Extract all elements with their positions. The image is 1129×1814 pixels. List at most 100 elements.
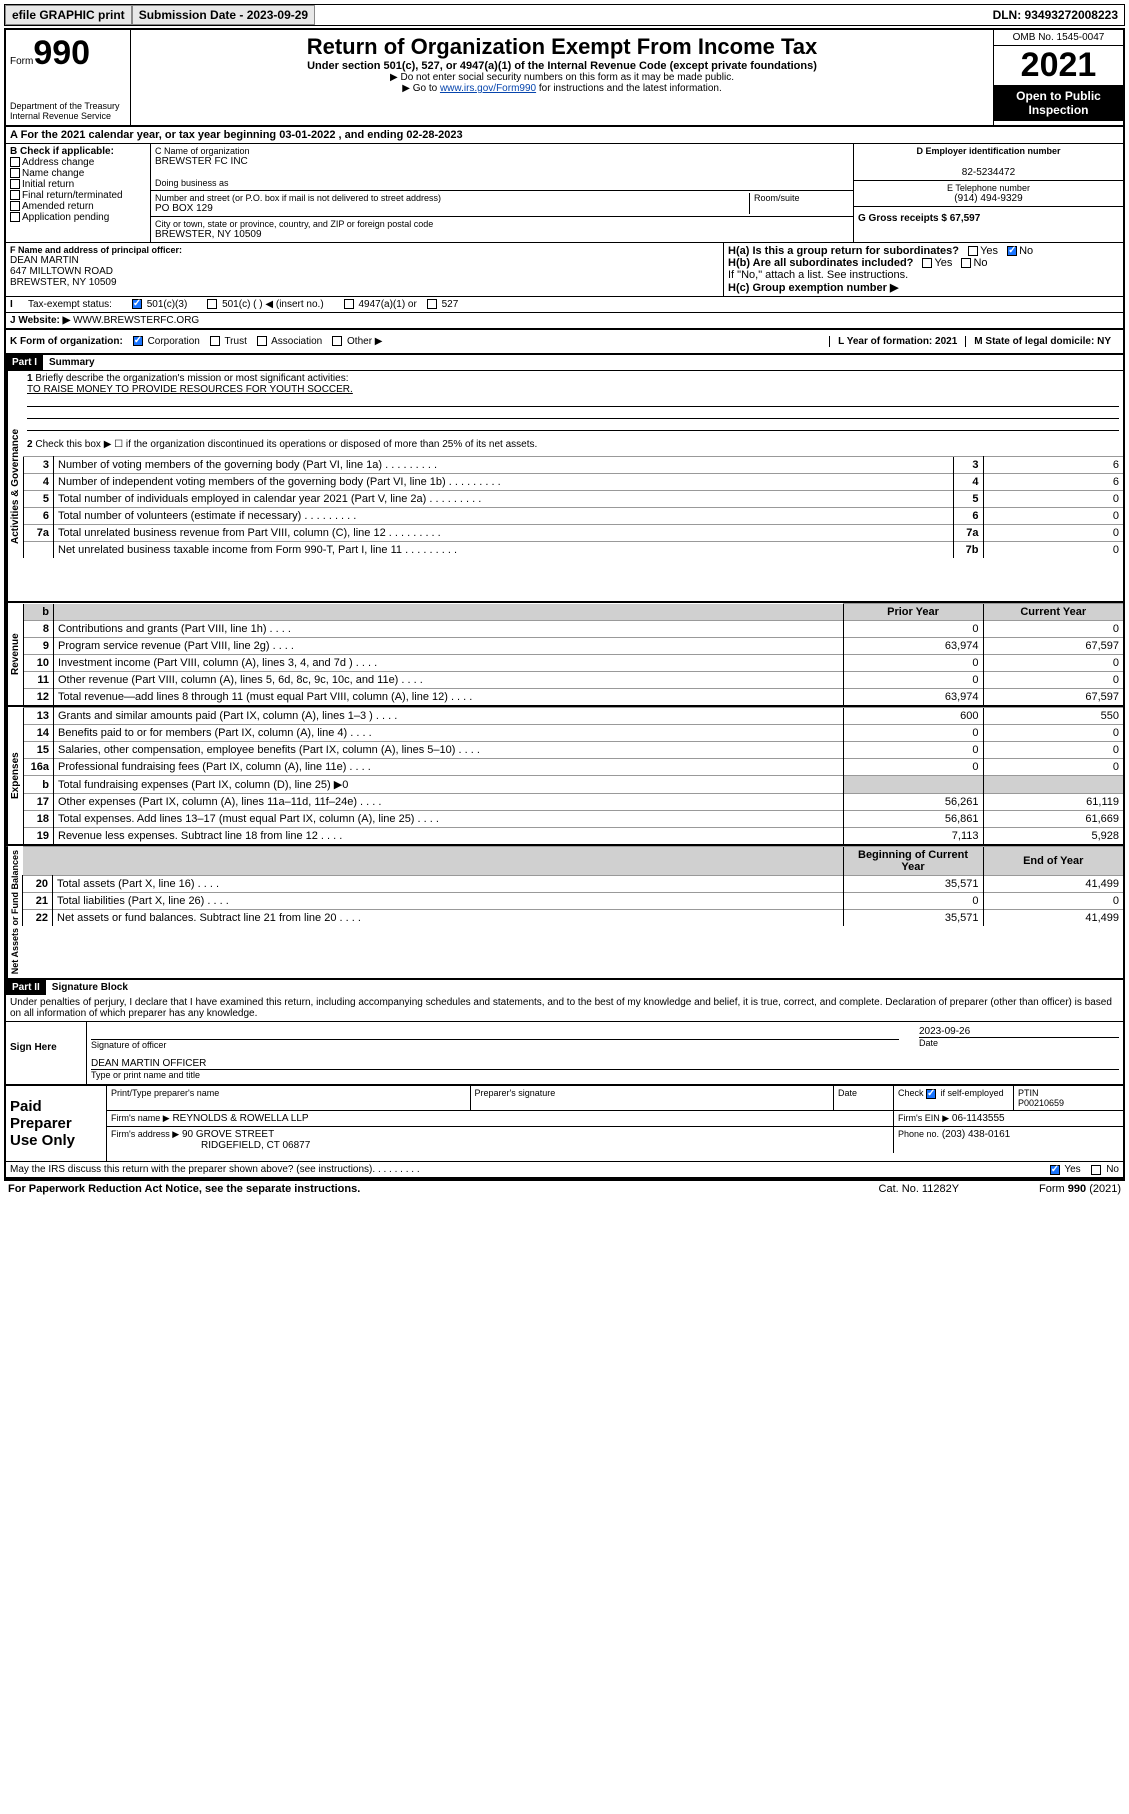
sidebar-netassets: Net Assets or Fund Balances [6,846,22,978]
table-row: 22Net assets or fund balances. Subtract … [23,910,1124,927]
table-row: bTotal fundraising expenses (Part IX, co… [24,776,1124,794]
table-row: 5Total number of individuals employed in… [24,491,1124,508]
corp-checkbox[interactable] [133,336,143,346]
submission-date-label: Submission Date - 2023-09-29 [132,5,315,25]
501c-checkbox[interactable] [207,299,217,309]
f-label: F Name and address of principal officer: [10,245,719,255]
assoc-checkbox[interactable] [257,336,267,346]
declaration-text: Under penalties of perjury, I declare th… [6,995,1123,1021]
sign-here-block: Sign Here Signature of officer 2023-09-2… [6,1021,1123,1084]
part2-label: Part II [6,980,46,995]
open-public-label: Open to Public Inspection [994,85,1123,121]
phone-value: (914) 494-9329 [858,193,1119,204]
firm-phone: (203) 438-0161 [942,1129,1010,1140]
table-row: 14Benefits paid to or for members (Part … [24,725,1124,742]
addr-change-checkbox[interactable] [10,157,20,167]
opt-addr-change: Address change [22,157,94,168]
4947-checkbox[interactable] [344,299,354,309]
part1-header: Part I Summary [6,353,1123,370]
discuss-yes: Yes [1064,1164,1080,1175]
officer-street: 647 MILLTOWN ROAD [10,266,719,277]
instr2-pre: ▶ Go to [402,83,440,94]
initial-return-checkbox[interactable] [10,179,20,189]
section-f-h: F Name and address of principal officer:… [6,242,1123,296]
room-label: Room/suite [749,193,849,214]
top-toolbar: efile GRAPHIC print Submission Date - 20… [4,4,1125,26]
dba-label: Doing business as [155,178,849,188]
ptin-value: P00210659 [1018,1098,1119,1108]
website-value: WWW.BREWSTERFC.ORG [73,315,199,326]
527-checkbox[interactable] [427,299,437,309]
opt-501c3: 501(c)(3) [147,299,188,310]
prep-date-label: Date [833,1086,893,1110]
tax-period: A For the 2021 calendar year, or tax yea… [6,126,1123,143]
discuss-yes-checkbox[interactable] [1050,1165,1060,1175]
org-city: BREWSTER, NY 10509 [155,229,849,240]
discuss-row: May the IRS discuss this return with the… [6,1161,1123,1177]
firm-name: REYNOLDS & ROWELLA LLP [172,1113,308,1124]
part1-label: Part I [6,355,43,370]
sidebar-governance: Activities & Governance [6,371,23,601]
ha-no-checkbox[interactable] [1007,246,1017,256]
expenses-table: 13Grants and similar amounts paid (Part … [23,707,1123,844]
opt-corp: Corporation [148,336,200,347]
revenue-block: Revenue b Prior Year Current Year 8Contr… [6,601,1123,705]
officer-city: BREWSTER, NY 10509 [10,277,719,288]
discuss-no-checkbox[interactable] [1091,1165,1101,1175]
m-state: M State of legal domicile: NY [965,336,1119,347]
efile-print-button[interactable]: efile GRAPHIC print [5,5,132,25]
firm-ein-label: Firm's EIN ▶ [898,1113,949,1123]
line2-text: Check this box ▶ ☐ if the organization d… [35,439,537,450]
ha-no: No [1019,245,1033,257]
name-change-checkbox[interactable] [10,168,20,178]
j-label: Website: ▶ [18,315,70,326]
final-return-checkbox[interactable] [10,190,20,200]
hb-no-checkbox[interactable] [961,258,971,268]
table-row: 21Total liabilities (Part X, line 26)00 [23,893,1124,910]
table-row: 20Total assets (Part X, line 16)35,57141… [23,876,1124,893]
addr-label: Number and street (or P.O. box if mail i… [155,193,749,203]
table-row: 3Number of voting members of the governi… [24,457,1124,474]
part1-title: Summary [43,357,95,368]
table-row: 19Revenue less expenses. Subtract line 1… [24,828,1124,845]
col-prior: Prior Year [843,604,983,621]
table-row: 17Other expenses (Part IX, column (A), l… [24,794,1124,811]
opt-initial: Initial return [22,179,74,190]
i-label: Tax-exempt status: [28,299,112,310]
hb-yes-checkbox[interactable] [922,258,932,268]
type-name-label: Type or print name and title [91,1070,1119,1080]
dots [372,1164,419,1175]
paid-preparer-label: Paid Preparer Use Only [6,1086,106,1161]
irs-link[interactable]: www.irs.gov/Form990 [440,83,536,94]
table-row: 4Number of independent voting members of… [24,474,1124,491]
other-checkbox[interactable] [332,336,342,346]
section-b: B Check if applicable: Address change Na… [6,144,151,242]
table-row: 12Total revenue—add lines 8 through 11 (… [24,689,1124,706]
amended-checkbox[interactable] [10,201,20,211]
app-pending-checkbox[interactable] [10,212,20,222]
mission-text: TO RAISE MONEY TO PROVIDE RESOURCES FOR … [27,384,353,395]
opt-pending: Application pending [22,212,109,223]
hb-yes: Yes [934,257,952,269]
section-b-block: B Check if applicable: Address change Na… [6,143,1123,242]
section-d-e-g: D Employer identification number 82-5234… [853,144,1123,242]
governance-table: 3Number of voting members of the governi… [23,456,1123,558]
opt-501c: 501(c) ( ) ◀ (insert no.) [222,299,324,310]
self-employed-checkbox[interactable] [926,1089,936,1099]
opt-527: 527 [442,299,459,310]
prep-name-label: Print/Type preparer's name [107,1086,470,1110]
trust-checkbox[interactable] [210,336,220,346]
hb-no: No [973,257,987,269]
tax-year: 2021 [994,46,1123,85]
footer-mid: Cat. No. 11282Y [879,1183,960,1195]
section-c: C Name of organization BREWSTER FC INC D… [151,144,853,242]
col-curr: Current Year [983,604,1123,621]
sign-here-label: Sign Here [6,1022,86,1084]
501c3-checkbox[interactable] [132,299,142,309]
sig-date: 2023-09-26 [919,1026,1119,1037]
k-label: K Form of organization: [10,336,123,347]
ha-label: H(a) Is this a group return for subordin… [728,245,959,257]
firm-addr-label: Firm's address ▶ [111,1129,179,1139]
page-footer: For Paperwork Reduction Act Notice, see … [4,1179,1125,1197]
ha-yes-checkbox[interactable] [968,246,978,256]
